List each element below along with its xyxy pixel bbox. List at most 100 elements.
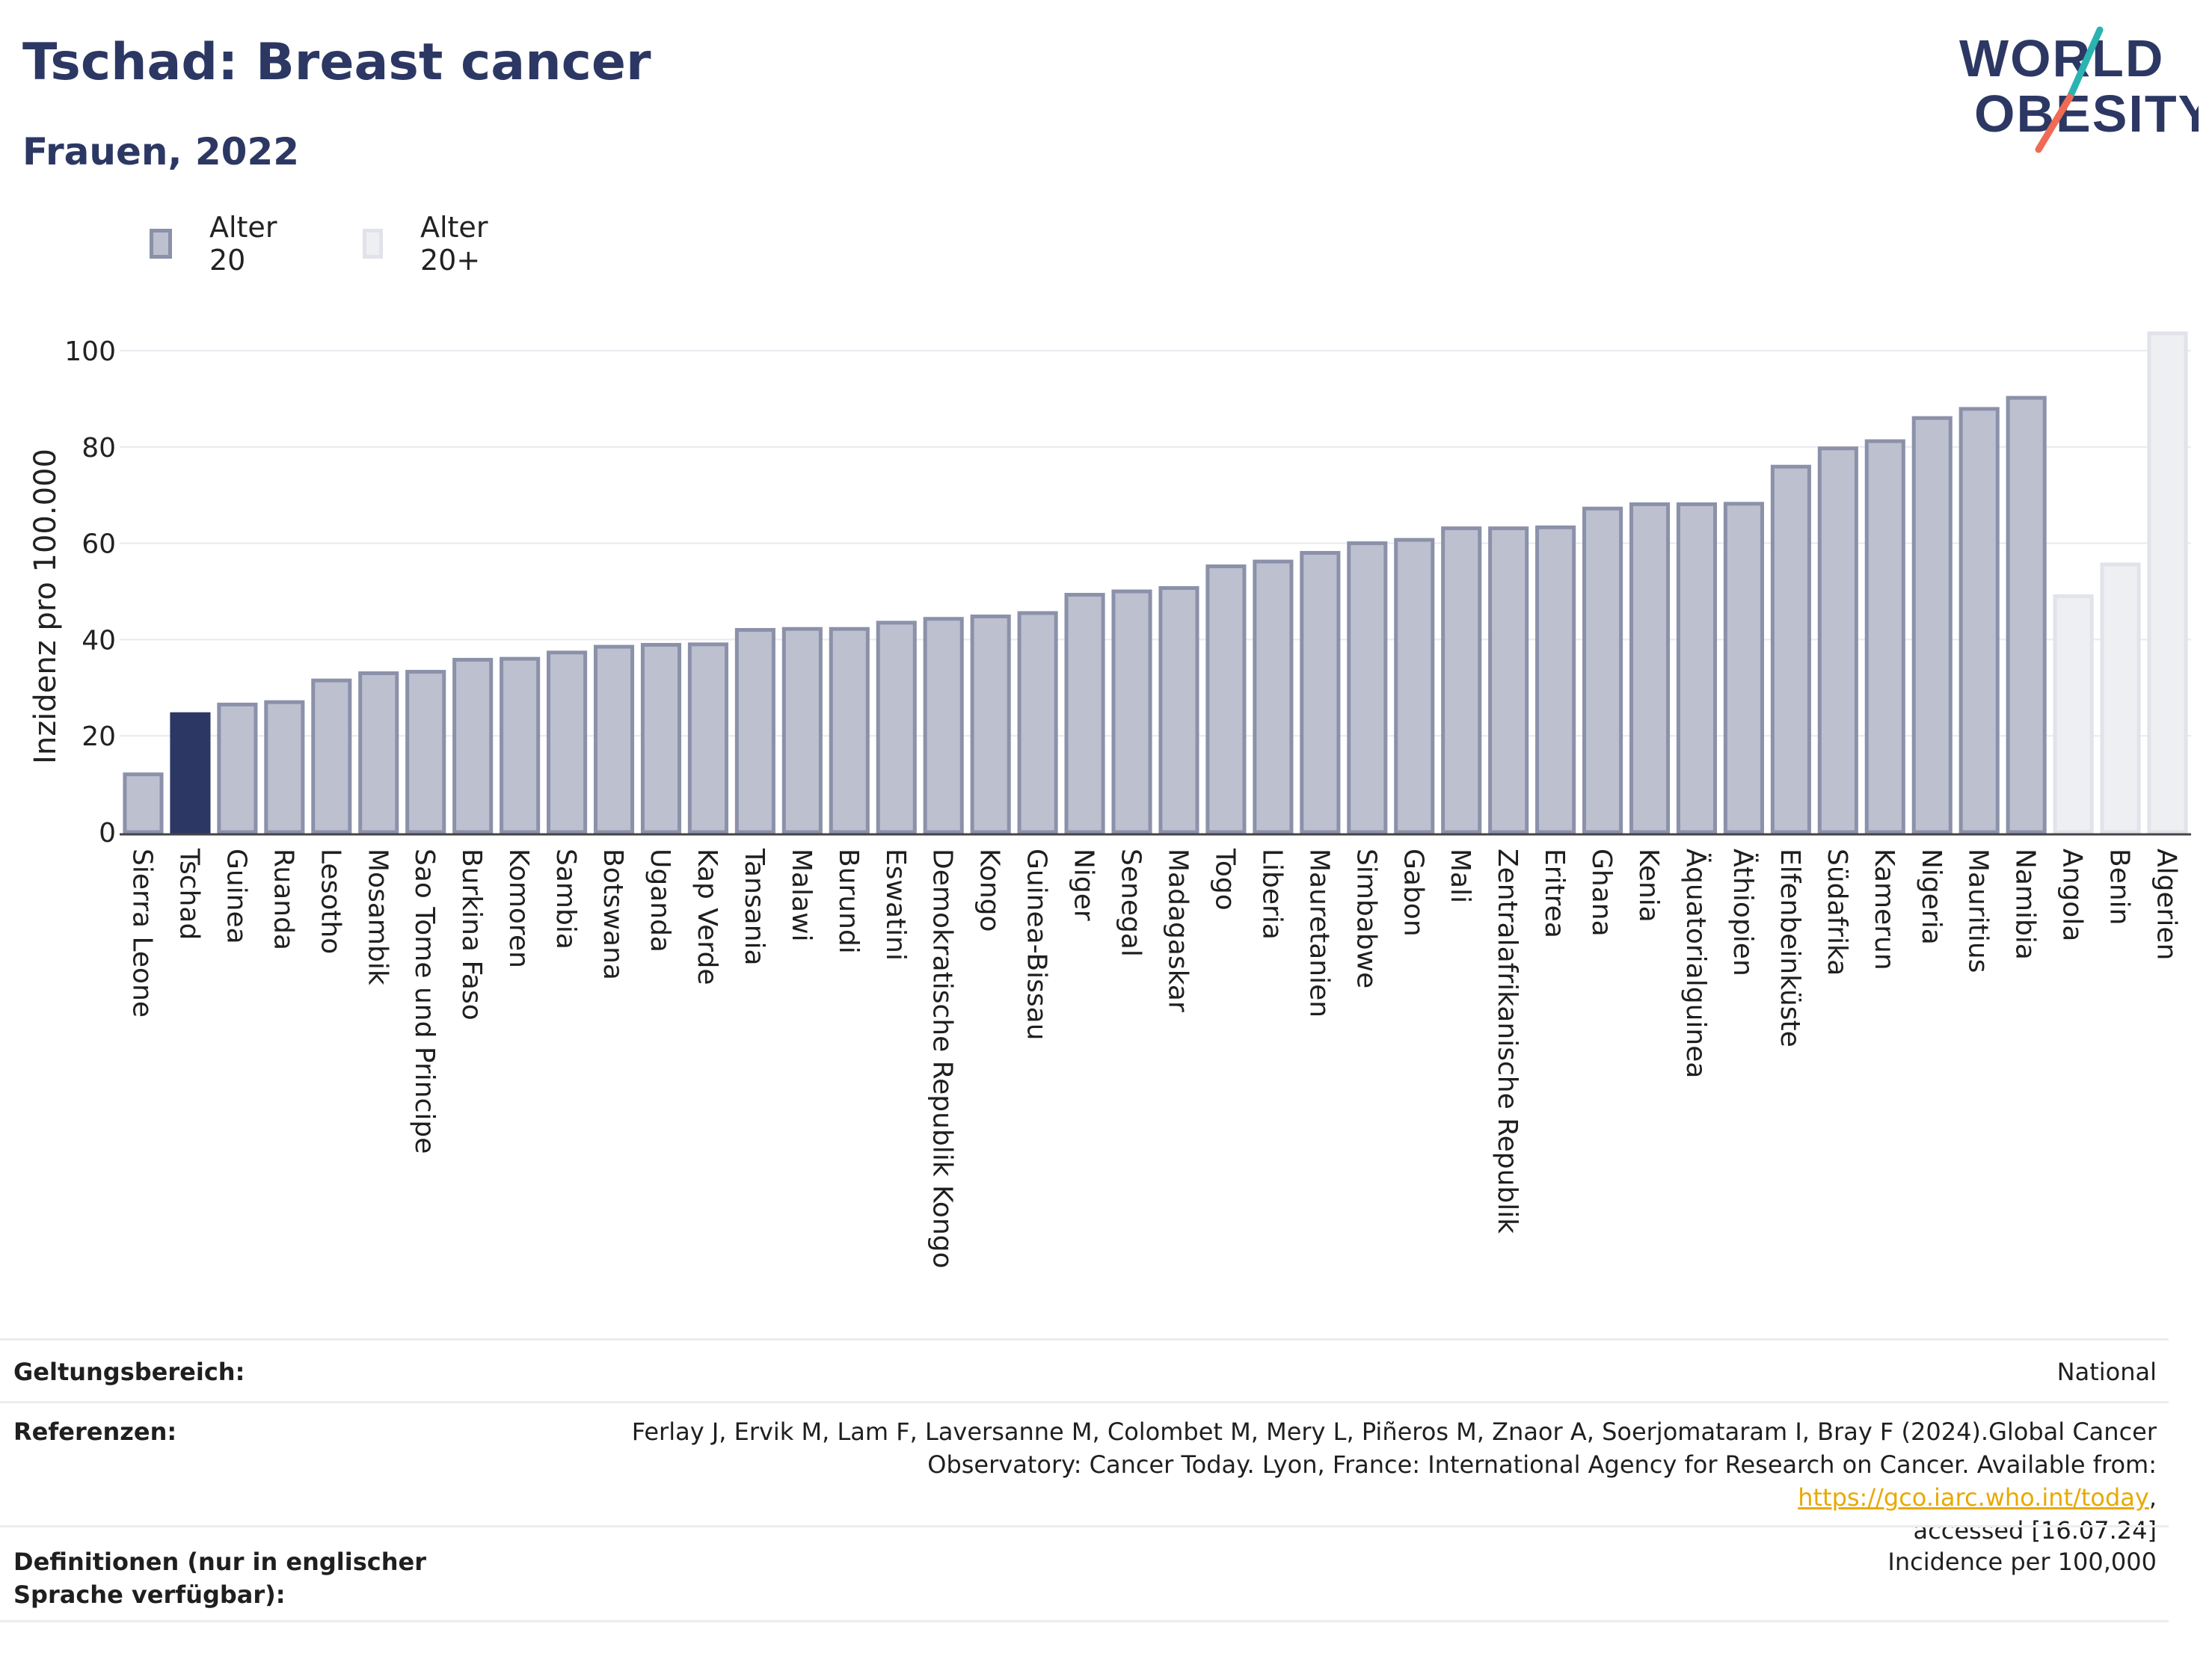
x-tick-label: Liberia [1256, 849, 1287, 940]
bar[interactable] [1488, 526, 1529, 834]
y-tick-label: 20 [82, 721, 116, 752]
x-tick-label: Namibia [2010, 849, 2041, 960]
world-obesity-logo: WORLD OBESITY [1959, 26, 2199, 153]
references-line-2-text: Observatory: Cancer Today. Lyon, France:… [927, 1450, 2157, 1479]
bar[interactable] [1394, 538, 1435, 834]
bar[interactable] [593, 644, 635, 834]
x-tick-label: Guinea-Bissau [1021, 849, 1052, 1041]
y-tick-label: 80 [82, 433, 116, 464]
bar[interactable] [1864, 439, 1905, 834]
y-tick-label: 0 [99, 818, 116, 849]
x-tick-label: Mauritius [1963, 849, 1994, 973]
bar[interactable] [640, 642, 682, 834]
x-tick-label: Tschad [173, 848, 204, 940]
bar[interactable] [1629, 502, 1671, 834]
x-tick-label: Mali [1445, 849, 1475, 903]
x-tick-label: Lesotho [315, 849, 345, 954]
x-tick-label: Mauretanien [1303, 849, 1334, 1018]
x-tick-label: Gabon [1398, 849, 1428, 937]
bar[interactable] [405, 670, 446, 834]
logo-slash-teal [2066, 26, 2104, 101]
meta-row-scope: Geltungsbereich: National [0, 1338, 2169, 1403]
bar[interactable] [2006, 395, 2047, 834]
bar[interactable] [1111, 589, 1152, 834]
x-tick-label: Eritrea [1539, 849, 1570, 938]
x-tick-label: Benin [2104, 849, 2135, 925]
bar[interactable] [452, 657, 494, 834]
scope-value: National [2056, 1358, 2157, 1386]
bar[interactable] [1205, 564, 1247, 834]
bar[interactable] [1158, 585, 1199, 834]
references-link[interactable]: https://gco.iarc.who.int/today [1798, 1483, 2149, 1512]
page-subtitle: Frauen, 2022 [22, 130, 300, 173]
x-tick-label: Algerien [2151, 849, 2182, 960]
x-tick-label: Zentralafrikanische Republik [1492, 849, 1523, 1234]
bar[interactable] [1347, 541, 1388, 834]
bar[interactable] [311, 678, 352, 834]
legend-swatch-age20 [150, 229, 172, 259]
x-tick-label: Simbabwe [1351, 849, 1381, 988]
bar[interactable] [264, 700, 305, 834]
logo-line-1: WORLD [1959, 29, 2164, 87]
x-tick-label: Angola [2057, 849, 2088, 941]
bar[interactable] [2053, 594, 2094, 834]
bar[interactable] [781, 627, 823, 834]
bar[interactable] [1441, 526, 1482, 834]
bar[interactable] [2147, 331, 2188, 834]
bar[interactable] [1723, 502, 1764, 834]
bar[interactable] [547, 650, 588, 834]
bar[interactable] [1911, 416, 1953, 834]
bar[interactable] [734, 628, 775, 834]
references-value: Ferlay J, Ervik M, Lam F, Laversanne M, … [586, 1415, 2157, 1547]
bar[interactable] [500, 656, 541, 834]
bar[interactable] [1770, 464, 1811, 834]
x-tick-label: Südafrika [1822, 849, 1852, 976]
bar[interactable] [1817, 446, 1858, 834]
x-tick-label: Komoren [503, 849, 534, 968]
definitions-value: Incidence per 100,000 [1887, 1548, 2157, 1576]
bar[interactable] [358, 671, 399, 834]
x-tick-label: Elfenbeinküste [1775, 849, 1805, 1047]
bar[interactable] [217, 702, 258, 834]
bar[interactable] [829, 627, 870, 834]
x-tick-label: Senegal [1116, 849, 1146, 957]
bar[interactable] [1676, 502, 1718, 834]
bar[interactable] [1064, 593, 1105, 834]
x-tick-label: Eswatini [880, 849, 911, 961]
x-tick-label: Kamerun [1869, 849, 1899, 970]
y-tick-label: 60 [82, 529, 116, 560]
legend-label-age20plus: Alter 20+ [420, 211, 488, 277]
legend-item-age20plus[interactable]: Alter 20+ [363, 211, 497, 277]
bar[interactable] [170, 712, 211, 834]
bar[interactable] [1958, 407, 2000, 834]
references-line-1: Ferlay J, Ervik M, Lam F, Laversanne M, … [631, 1418, 2157, 1446]
bar[interactable] [1535, 525, 1576, 834]
references-line-2: Observatory: Cancer Today. Lyon, France:… [586, 1448, 2157, 1514]
x-tick-label: Demokratische Republik Kongo [927, 849, 958, 1269]
x-tick-label: Tansania [739, 848, 769, 966]
page-title: Tschad: Breast cancer [22, 33, 651, 92]
references-line-3: accessed [16.07.24] [1913, 1516, 2157, 1545]
bar[interactable] [2100, 562, 2141, 834]
bar[interactable] [123, 772, 164, 834]
x-tick-label: Niger [1069, 849, 1099, 921]
meta-row-definitions: Definitionen (nur in englischer Sprache … [0, 1525, 2169, 1622]
x-tick-label: Botswana [597, 849, 628, 980]
bar[interactable] [687, 642, 728, 834]
bar[interactable] [970, 614, 1011, 834]
logo-slash-coral [2035, 93, 2074, 153]
x-tick-label: Madagaskar [1162, 849, 1193, 1012]
bar[interactable] [1253, 559, 1294, 834]
y-axis-title: Inzidenz pro 100.000 [28, 449, 63, 764]
bar[interactable] [923, 617, 964, 834]
bar[interactable] [1017, 611, 1058, 834]
legend-item-age20[interactable]: Alter 20 [150, 211, 284, 277]
x-tick-label: Sambia [550, 849, 581, 949]
x-tick-label: Nigeria [1916, 849, 1947, 945]
x-tick-label: Togo [1209, 848, 1240, 911]
bar[interactable] [1300, 550, 1341, 834]
x-tick-label: Ruanda [268, 849, 298, 950]
bar[interactable] [876, 621, 917, 834]
bar[interactable] [1582, 506, 1623, 834]
x-tick-label: Kap Verde [692, 849, 722, 985]
